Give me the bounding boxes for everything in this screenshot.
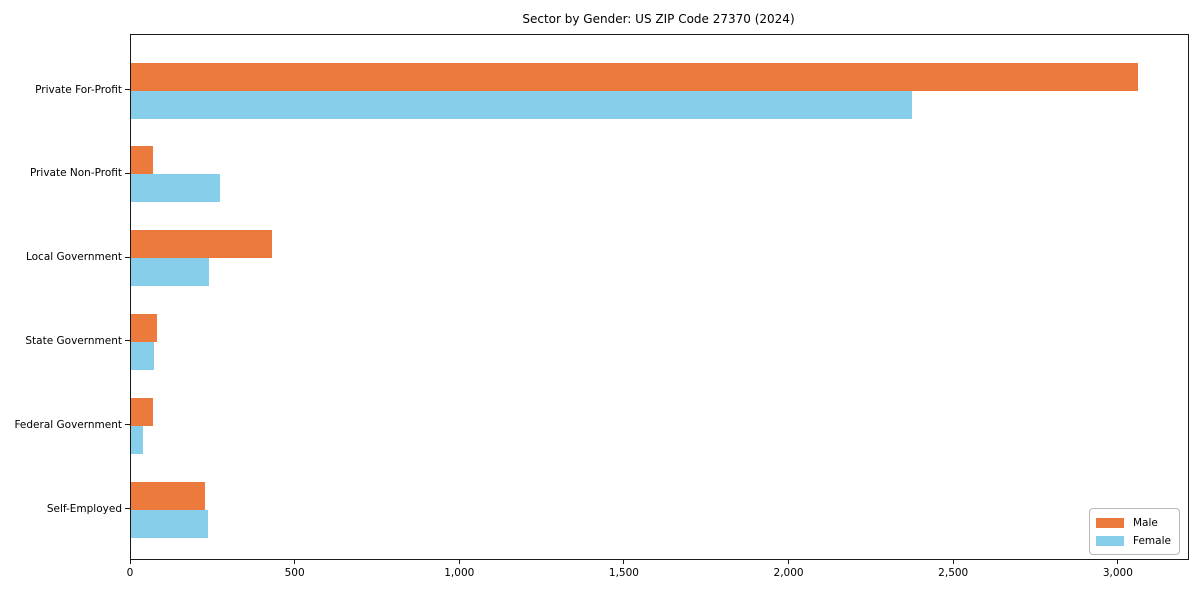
x-tick-3000 [1117, 559, 1119, 564]
y-tick-self-employed [125, 508, 130, 509]
y-tick-state-government [125, 340, 130, 342]
bar-female-private-for-profit [131, 90, 913, 119]
legend: Male Female [1089, 508, 1180, 555]
bar-female-local-government [131, 258, 209, 287]
legend-label-female: Female [1133, 534, 1171, 547]
bar-female-federal-government [131, 425, 144, 454]
x-axis-label-2000: 2,000 [773, 567, 804, 579]
bar-male-private-for-profit [131, 62, 1138, 91]
x-axis-label-0: 0 [126, 567, 134, 579]
y-tick-private-non-profit [125, 172, 130, 174]
y-tick-private-for-profit [125, 89, 130, 90]
bar-male-state-government [131, 313, 157, 342]
x-axis-label-2500: 2,500 [938, 567, 969, 579]
x-axis-label-3000: 3,000 [1102, 567, 1133, 579]
x-tick-2500 [952, 559, 954, 564]
legend-item-male: Male [1096, 517, 1173, 529]
bar-female-self-employed [131, 509, 208, 538]
y-axis-label-private-non-profit: Private Non-Profit [29, 167, 122, 180]
x-axis-label-1500: 1,500 [608, 567, 639, 579]
y-axis-label-self-employed: Self-Employed [46, 502, 122, 515]
legend-swatch-male-icon [1096, 517, 1124, 528]
x-tick-2000 [788, 559, 790, 564]
bar-male-local-government [131, 230, 273, 259]
y-axis-label-local-government: Local Government [25, 251, 122, 264]
y-tick-local-government [125, 256, 130, 258]
x-axis-label-500: 500 [284, 567, 305, 579]
bar-female-private-non-profit [131, 174, 221, 203]
x-axis-label-1000: 1,000 [444, 567, 475, 579]
chart-title: Sector by Gender: US ZIP Code 27370 (202… [522, 12, 795, 26]
y-axis-label-private-for-profit: Private For-Profit [35, 83, 122, 96]
plot-area [130, 34, 1189, 560]
x-tick-1000 [458, 559, 460, 564]
bar-female-state-government [131, 341, 155, 370]
y-axis-label-federal-government: Federal Government [14, 418, 122, 431]
x-tick-0 [129, 559, 131, 564]
legend-label-male: Male [1133, 516, 1158, 529]
bar-male-federal-government [131, 397, 154, 426]
bar-male-self-employed [131, 481, 206, 510]
legend-swatch-female-icon [1096, 535, 1124, 546]
y-tick-federal-government [125, 424, 130, 426]
legend-item-female: Female [1096, 535, 1173, 547]
bar-male-private-non-profit [131, 146, 154, 175]
x-tick-500 [294, 559, 296, 564]
x-tick-1500 [623, 559, 625, 564]
y-axis-label-state-government: State Government [25, 334, 122, 347]
